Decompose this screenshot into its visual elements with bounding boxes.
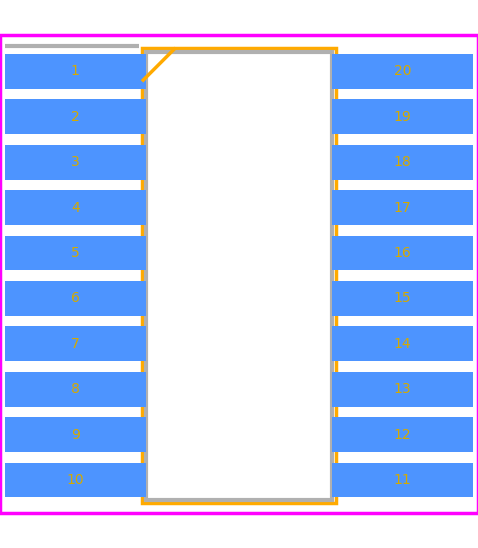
Bar [5,99,146,134]
Text: 18: 18 [394,155,412,169]
Bar [5,54,146,89]
Bar [332,99,473,134]
Text: 4: 4 [71,201,80,215]
Text: 12: 12 [394,427,412,442]
Text: 2: 2 [71,110,80,124]
Text: 5: 5 [71,246,80,260]
Text: 7: 7 [71,337,80,351]
Text: 9: 9 [71,427,80,442]
Bar [5,372,146,407]
Bar [332,327,473,361]
Text: 8: 8 [71,382,80,396]
Text: 17: 17 [394,201,412,215]
Bar [5,417,146,452]
Bar [5,281,146,316]
Text: 15: 15 [394,292,412,305]
Text: 3: 3 [71,155,80,169]
Bar [332,281,473,316]
Bar [5,145,146,180]
Bar [332,190,473,225]
Bar [146,52,332,500]
Text: 14: 14 [394,337,412,351]
Text: 13: 13 [394,382,412,396]
Text: 16: 16 [394,246,412,260]
Bar [5,236,146,270]
Text: 1: 1 [71,64,80,78]
Bar [142,48,336,504]
Bar [332,372,473,407]
Text: 20: 20 [394,64,412,78]
Bar [332,236,473,270]
Text: 11: 11 [394,473,412,487]
Bar [5,463,146,498]
Bar [332,54,473,89]
Text: 19: 19 [394,110,412,124]
Bar [332,463,473,498]
Text: 6: 6 [71,292,80,305]
Bar [332,417,473,452]
Text: 10: 10 [66,473,84,487]
Bar [5,327,146,361]
Bar [332,145,473,180]
Bar [5,190,146,225]
